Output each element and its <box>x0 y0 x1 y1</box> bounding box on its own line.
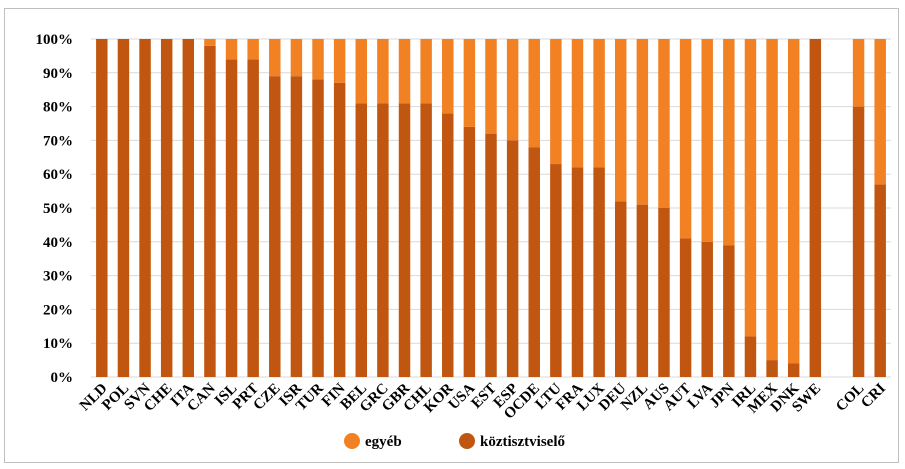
bar-segment-col-koztisztviselo <box>852 106 865 377</box>
bar-segment-can-egyeb <box>204 39 216 46</box>
chart-frame: 0% 10% 20% 30% 40% 50% 60% 70% 80% 90% 100% NLD POL… <box>4 8 899 463</box>
bar-segment-lva-egyeb <box>701 39 713 242</box>
bar-segment-lux-koztisztviselo <box>593 167 605 377</box>
bar-segment-isl-egyeb <box>225 39 238 60</box>
y-tick-label: 10% <box>43 336 73 352</box>
bar-segment-grc-egyeb <box>377 39 389 104</box>
bar-segment-esp-egyeb <box>506 39 519 141</box>
bar-segment-cze-koztisztviselo <box>269 76 281 378</box>
bar-segment-che-koztisztviselo <box>160 39 173 377</box>
bar-segment-mex-koztisztviselo <box>766 360 778 377</box>
bar-segment-nzl-koztisztviselo <box>636 204 649 377</box>
bar-segment-usa-koztisztviselo <box>463 126 476 377</box>
bar-segment-ita-koztisztviselo <box>182 39 195 377</box>
bar-segment-lux-egyeb <box>593 39 605 168</box>
bar-segment-bel-koztisztviselo <box>355 103 367 377</box>
bar-segment-cri-koztisztviselo <box>874 184 886 377</box>
bars <box>96 39 886 378</box>
bar-segment-ltu-koztisztviselo <box>550 164 562 377</box>
bar-segment-deu-koztisztviselo <box>615 201 627 377</box>
bar-segment-tur-egyeb <box>312 39 324 80</box>
bar-segment-bel-egyeb <box>355 39 367 104</box>
bar-segment-irl-egyeb <box>744 39 757 337</box>
y-tick-label: 70% <box>43 133 73 149</box>
bar-segment-lva-koztisztviselo <box>701 241 713 377</box>
bar-segment-isr-koztisztviselo <box>290 76 303 378</box>
bar-segment-est-egyeb <box>485 39 497 134</box>
y-tick-label: 90% <box>43 66 73 82</box>
bar-segment-dnk-koztisztviselo <box>787 363 800 377</box>
bar-segment-usa-egyeb <box>463 39 476 127</box>
bar-segment-col-egyeb <box>852 39 865 107</box>
y-tick-label: 30% <box>43 269 73 285</box>
legend-label: egyéb <box>365 434 402 450</box>
bar-segment-aut-koztisztviselo <box>679 238 692 377</box>
bar-segment-chl-egyeb <box>420 39 432 104</box>
bar-segment-kor-egyeb <box>442 39 454 114</box>
y-tick-label: 20% <box>43 302 73 318</box>
bar-segment-fin-koztisztviselo <box>333 82 346 377</box>
bar-segment-fra-egyeb <box>571 39 584 168</box>
x-tick-label-cri: CRI <box>858 380 889 411</box>
y-axis-tick-labels: 0% 10% 20% 30% 40% 50% 60% 70% 80% 90% 100% <box>36 32 74 386</box>
bar-segment-aus-koztisztviselo <box>658 208 670 377</box>
bar-segment-grc-koztisztviselo <box>377 103 389 377</box>
bar-segment-jpn-egyeb <box>723 39 735 246</box>
bar-segment-chl-koztisztviselo <box>420 103 432 377</box>
y-tick-label: 80% <box>43 100 73 116</box>
x-axis-category-labels: NLDPOLSVNCHEITACANISLPRTCZEISRTURFINBELG… <box>77 380 889 422</box>
bar-segment-esp-koztisztviselo <box>506 140 519 377</box>
y-tick-label: 40% <box>43 235 73 251</box>
stacked-bar-chart: 0% 10% 20% 30% 40% 50% 60% 70% 80% 90% 100% NLDPOL… <box>36 32 891 450</box>
bar-segment-aut-egyeb <box>679 39 692 239</box>
bar-segment-mex-egyeb <box>766 39 778 361</box>
bar-segment-fra-koztisztviselo <box>571 167 584 377</box>
bar-segment-can-koztisztviselo <box>204 45 216 377</box>
bar-segment-irl-koztisztviselo <box>744 336 757 377</box>
bar-segment-isl-koztisztviselo <box>225 59 238 377</box>
bar-segment-gbr-egyeb <box>398 39 411 104</box>
bar-segment-fin-egyeb <box>333 39 346 83</box>
y-tick-label: 50% <box>43 201 73 217</box>
bar-segment-prt-koztisztviselo <box>247 59 259 377</box>
legend-marker <box>344 433 360 449</box>
bar-segment-jpn-koztisztviselo <box>723 245 735 377</box>
legend-label: köztisztviselő <box>480 434 565 450</box>
bar-segment-deu-egyeb <box>615 39 627 202</box>
bar-segment-aus-egyeb <box>658 39 670 208</box>
y-tick-label: 0% <box>51 370 74 386</box>
bar-segment-gbr-koztisztviselo <box>398 103 411 377</box>
bar-segment-dnk-egyeb <box>787 39 800 364</box>
bar-segment-cze-egyeb <box>269 39 281 77</box>
bar-segment-nld-koztisztviselo <box>96 39 108 377</box>
bar-segment-est-koztisztviselo <box>485 133 497 377</box>
y-tick-label: 100% <box>36 32 74 48</box>
bar-segment-swe-koztisztviselo <box>809 39 822 377</box>
bar-segment-kor-koztisztviselo <box>442 113 454 378</box>
bar-segment-ocde-egyeb <box>528 39 540 148</box>
legend-marker <box>459 433 475 449</box>
bar-segment-cri-egyeb <box>874 39 886 185</box>
bar-segment-ocde-koztisztviselo <box>528 147 540 377</box>
bar-segment-pol-koztisztviselo <box>117 39 130 377</box>
bar-segment-svn-koztisztviselo <box>139 39 151 377</box>
bar-segment-nzl-egyeb <box>636 39 649 205</box>
bar-segment-ltu-egyeb <box>550 39 562 165</box>
bar-segment-isr-egyeb <box>290 39 303 77</box>
y-tick-label: 60% <box>43 167 73 183</box>
bar-segment-tur-koztisztviselo <box>312 79 324 377</box>
bar-segment-prt-egyeb <box>247 39 259 60</box>
legend: egyéb köztisztviselő <box>344 433 565 450</box>
